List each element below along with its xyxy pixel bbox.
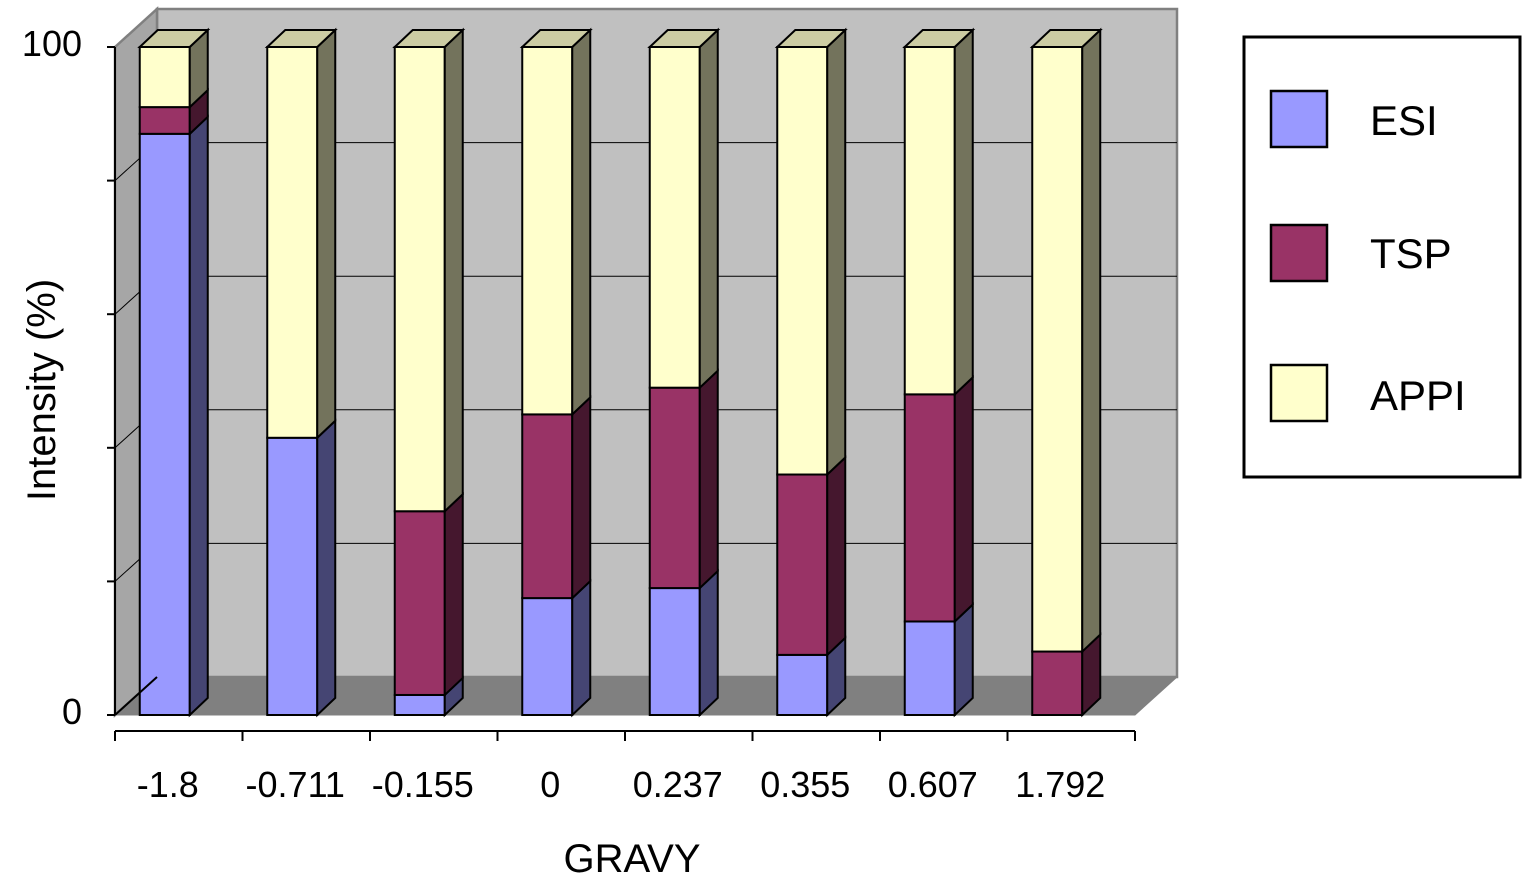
bar-top--0.155 <box>392 29 466 48</box>
bars <box>137 27 1103 718</box>
bar-top--0.711 <box>264 29 338 48</box>
bar-appi--0.155 <box>393 46 446 513</box>
legend-label-tsp: TSP <box>1370 230 1452 277</box>
bar-top-0 <box>519 29 593 48</box>
bar-appi-0 <box>521 46 574 416</box>
bar-top-0.355 <box>774 29 848 48</box>
bar-appi-0.607 <box>903 46 956 396</box>
legend-label-esi: ESI <box>1370 97 1438 144</box>
bar-side-esi--0.711 <box>316 418 337 718</box>
axes <box>107 46 1136 741</box>
bar-group-0.237 <box>647 27 721 718</box>
bar-side-tsp-0.355 <box>826 455 847 658</box>
bar-tsp-0.237 <box>648 386 701 590</box>
x-axis-title: GRAVY <box>563 837 700 881</box>
bar-tsp--1.8 <box>138 106 191 135</box>
bar-group-0.607 <box>902 27 976 718</box>
x-tick-label: -0.711 <box>246 764 345 805</box>
x-tick-label: -1.8 <box>137 764 199 805</box>
bar-side-appi-0 <box>571 27 592 417</box>
legend-swatch-esi <box>1269 89 1329 149</box>
bar-side-appi-1.792 <box>1081 27 1102 654</box>
bar-group--0.155 <box>392 27 466 718</box>
bar-side-appi--0.711 <box>316 27 337 441</box>
bar-tsp-0 <box>521 413 574 600</box>
bar-side-esi-0 <box>571 578 592 718</box>
bar-side-tsp-0.237 <box>698 368 719 591</box>
y-axis-depth <box>114 676 158 716</box>
x-tick-label: 0.607 <box>888 764 978 805</box>
bar-tsp-1.792 <box>1031 650 1084 716</box>
bar-esi-0 <box>521 597 574 716</box>
bar-group-1.792 <box>1029 27 1103 718</box>
bar-side-appi-0.355 <box>826 27 847 477</box>
bar-esi--0.711 <box>266 436 319 716</box>
bar-top-0.607 <box>902 29 976 48</box>
bar-appi-0.355 <box>776 46 829 476</box>
x-tick-label: 0.355 <box>760 764 850 805</box>
bar-tsp-0.607 <box>903 393 956 623</box>
bar-top-1.792 <box>1029 29 1103 48</box>
bar-appi--1.8 <box>138 46 191 109</box>
bar-esi--0.155 <box>393 693 446 717</box>
bar-appi-1.792 <box>1031 46 1084 653</box>
y-tick-labels: 0 100 <box>22 23 82 732</box>
x-tick-label: 0.237 <box>633 764 723 805</box>
x-tick-label: -0.155 <box>372 764 474 805</box>
bar-side-appi-0.607 <box>953 27 974 397</box>
bar-group-0.355 <box>774 27 848 718</box>
bar-esi-0.237 <box>648 587 701 717</box>
bar-top--1.8 <box>137 29 211 48</box>
bar-side-tsp-0.607 <box>953 375 974 624</box>
bar-side-appi--0.155 <box>443 27 464 514</box>
bar-side-tsp--0.155 <box>443 491 464 698</box>
y-tick-label-min: 0 <box>62 691 82 732</box>
bar-tsp--0.155 <box>393 510 446 696</box>
x-tick-label: 1.792 <box>1015 764 1105 805</box>
legend: ESI TSP APPI <box>1242 35 1522 479</box>
bar-tsp-0.355 <box>776 473 829 656</box>
legend-swatch-tsp <box>1269 223 1329 283</box>
bar-side-esi-0.237 <box>698 568 719 718</box>
bar-esi-0.607 <box>903 620 956 716</box>
bar-appi--0.711 <box>266 46 319 439</box>
bar-side-esi-0.607 <box>953 602 974 718</box>
legend-swatch-appi <box>1269 363 1329 423</box>
bar-side-tsp-0 <box>571 395 592 601</box>
bar-group-0 <box>519 27 593 718</box>
x-tick-label: 0 <box>540 764 560 805</box>
bar-side-esi--1.8 <box>188 114 209 718</box>
bar-top-0.237 <box>647 29 721 48</box>
y-tick-label-max: 100 <box>22 23 82 64</box>
bar-group--1.8 <box>137 27 211 718</box>
bar-appi-0.237 <box>648 46 701 389</box>
bar-esi-0.355 <box>776 653 829 717</box>
bar-group--0.711 <box>264 27 338 718</box>
x-tick-labels: -1.8 -0.711 -0.155 0 0.237 0.355 0.607 1.792 <box>137 764 1106 805</box>
bar-esi--1.8 <box>138 132 191 716</box>
bar-side-appi-0.237 <box>698 27 719 390</box>
legend-label-appi: APPI <box>1370 372 1466 419</box>
y-axis-title: Intensity (%) <box>20 279 64 501</box>
